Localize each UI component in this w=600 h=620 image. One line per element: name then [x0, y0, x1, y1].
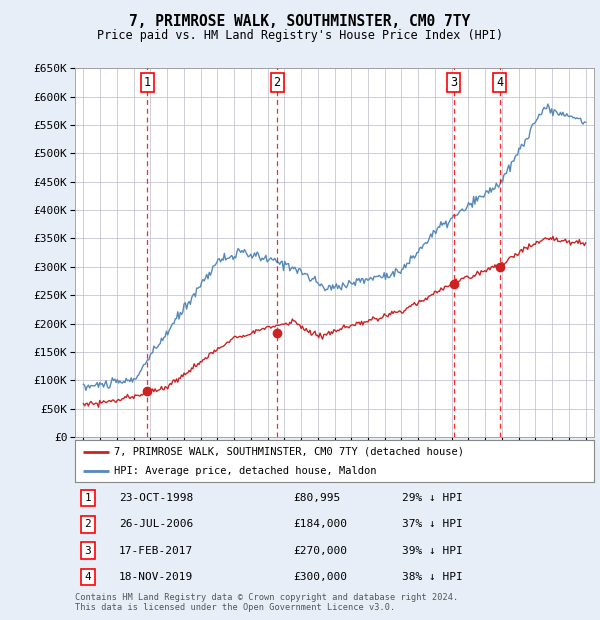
Text: £270,000: £270,000 — [293, 546, 347, 556]
Text: 37% ↓ HPI: 37% ↓ HPI — [402, 520, 463, 529]
Text: Price paid vs. HM Land Registry's House Price Index (HPI): Price paid vs. HM Land Registry's House … — [97, 29, 503, 42]
Text: 39% ↓ HPI: 39% ↓ HPI — [402, 546, 463, 556]
Text: 29% ↓ HPI: 29% ↓ HPI — [402, 493, 463, 503]
Text: 3: 3 — [451, 76, 457, 89]
Text: 2: 2 — [274, 76, 281, 89]
Text: 18-NOV-2019: 18-NOV-2019 — [119, 572, 193, 582]
Text: 7, PRIMROSE WALK, SOUTHMINSTER, CM0 7TY: 7, PRIMROSE WALK, SOUTHMINSTER, CM0 7TY — [130, 14, 470, 29]
Text: 26-JUL-2006: 26-JUL-2006 — [119, 520, 193, 529]
Text: Contains HM Land Registry data © Crown copyright and database right 2024.
This d: Contains HM Land Registry data © Crown c… — [75, 593, 458, 612]
Text: 1: 1 — [85, 493, 91, 503]
Text: 38% ↓ HPI: 38% ↓ HPI — [402, 572, 463, 582]
Text: £80,995: £80,995 — [293, 493, 340, 503]
Text: 3: 3 — [85, 546, 91, 556]
Text: 17-FEB-2017: 17-FEB-2017 — [119, 546, 193, 556]
Text: 7, PRIMROSE WALK, SOUTHMINSTER, CM0 7TY (detached house): 7, PRIMROSE WALK, SOUTHMINSTER, CM0 7TY … — [114, 446, 464, 456]
Text: 1: 1 — [143, 76, 151, 89]
Text: 4: 4 — [85, 572, 91, 582]
Text: 4: 4 — [496, 76, 503, 89]
Text: 2: 2 — [85, 520, 91, 529]
Text: £184,000: £184,000 — [293, 520, 347, 529]
Text: 23-OCT-1998: 23-OCT-1998 — [119, 493, 193, 503]
Text: HPI: Average price, detached house, Maldon: HPI: Average price, detached house, Mald… — [114, 466, 376, 476]
Text: £300,000: £300,000 — [293, 572, 347, 582]
